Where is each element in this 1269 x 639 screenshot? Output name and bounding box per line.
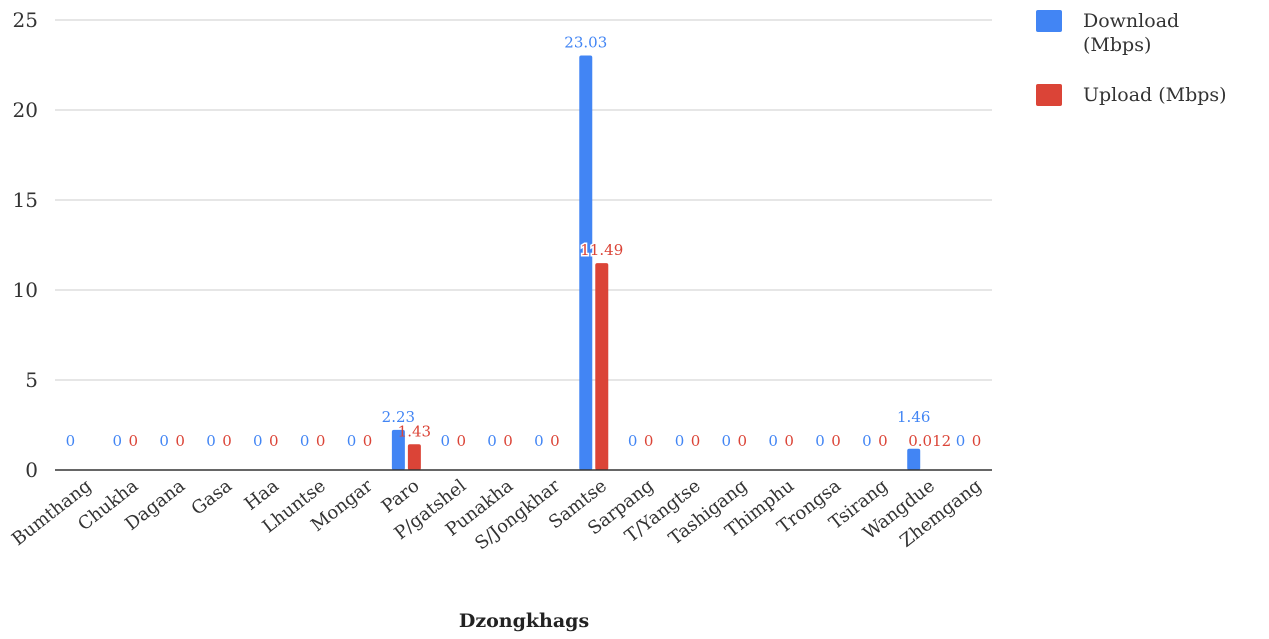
y-axis-ticks: 0 5 10 15 20 25: [13, 8, 38, 482]
data-label: 0: [129, 432, 139, 450]
data-label: 0: [159, 432, 169, 450]
data-label: 0: [691, 432, 701, 450]
data-label: 23.03: [564, 33, 607, 51]
data-label: 0: [66, 432, 76, 450]
x-category-label: Gasa: [188, 475, 237, 519]
gridlines: [55, 19, 992, 381]
data-label: 1.43: [398, 422, 431, 440]
bar-download: [579, 55, 593, 471]
data-label: 0: [440, 432, 450, 450]
legend-label: Download (Mbps): [1083, 10, 1179, 56]
bar-download: [391, 429, 405, 470]
data-label: 0: [628, 432, 638, 450]
data-label: 0: [269, 432, 279, 450]
y-tick-label: 10: [13, 278, 38, 302]
data-label: 0: [222, 432, 232, 450]
data-label: 0: [784, 432, 794, 450]
data-label: 0: [456, 432, 466, 450]
bar-upload: [407, 444, 421, 470]
x-axis-title: Dzongkhags: [459, 610, 589, 632]
y-tick-label: 0: [25, 458, 38, 482]
data-label: 0: [722, 432, 732, 450]
data-label: 0: [815, 432, 825, 450]
data-label: 0: [363, 432, 373, 450]
data-label: 0: [878, 432, 888, 450]
data-label: 0: [503, 432, 513, 450]
data-label: 1.46: [897, 408, 930, 426]
data-label: 0: [175, 432, 185, 450]
data-label: 0: [768, 432, 778, 450]
data-label: 0: [206, 432, 216, 450]
data-label: 0: [316, 432, 326, 450]
data-label: 2.23: [382, 408, 415, 426]
data-label: 0: [675, 432, 685, 450]
data-label: 0: [956, 432, 966, 450]
data-label: 0: [644, 432, 654, 450]
y-tick-label: 20: [13, 98, 38, 122]
bar-download: [907, 448, 921, 470]
bars: [391, 55, 921, 471]
data-label: 0: [862, 432, 872, 450]
data-label: 0: [487, 432, 497, 450]
y-tick-label: 5: [25, 368, 38, 392]
data-label: 0: [113, 432, 123, 450]
data-label: 11.49: [580, 241, 623, 259]
data-label: 0: [347, 432, 357, 450]
data-label: 0.012: [908, 432, 951, 450]
legend-swatch: [1036, 84, 1062, 106]
legend-label: Upload (Mbps): [1083, 84, 1227, 106]
y-tick-label: 15: [13, 188, 38, 212]
data-label: 0: [300, 432, 310, 450]
bar-upload: [595, 263, 609, 470]
data-label: 0: [253, 432, 263, 450]
data-label: 0: [831, 432, 841, 450]
data-label: 0: [972, 432, 982, 450]
data-label: 0: [534, 432, 544, 450]
data-label: 0: [550, 432, 560, 450]
legend-swatch: [1036, 10, 1062, 32]
y-tick-label: 25: [13, 8, 38, 32]
legend: Download (Mbps) Upload (Mbps): [1036, 10, 1227, 106]
data-label: 0: [738, 432, 748, 450]
